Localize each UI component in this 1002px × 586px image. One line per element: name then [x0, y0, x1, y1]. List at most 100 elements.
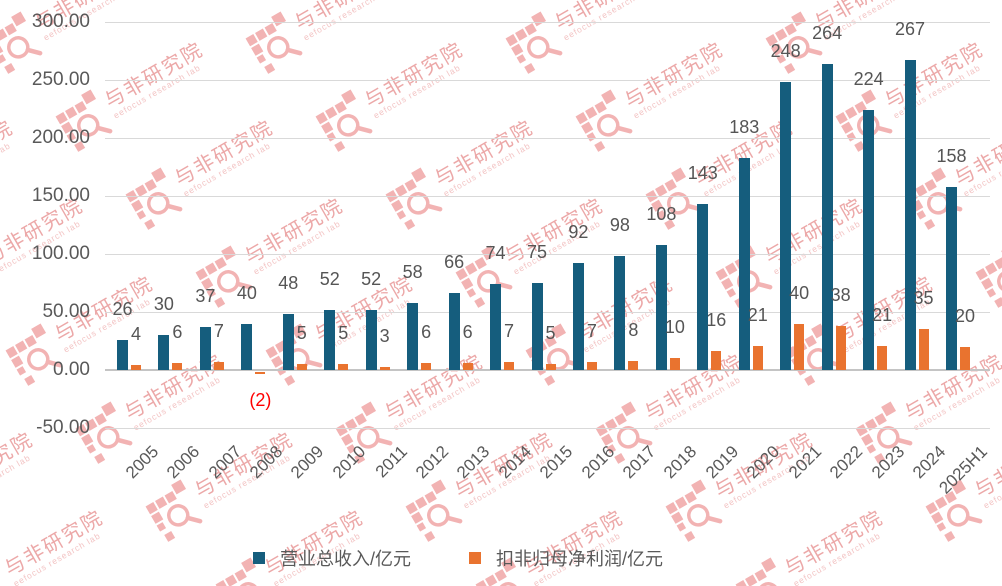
bar-profit-2018	[669, 358, 680, 370]
x-tick-2008: 2008	[246, 442, 287, 483]
gridline-0	[105, 369, 990, 371]
legend: 营业总收入/亿元 扣非归母净利润/亿元	[0, 545, 916, 571]
bar-label-revenue-2013: 66	[444, 252, 465, 273]
x-tick-2019: 2019	[702, 442, 743, 483]
bar-label-profit-2008: (2)	[249, 389, 272, 410]
gridline-300	[105, 22, 990, 23]
bar-revenue-2010	[324, 309, 336, 370]
watermark-subtext: eefocus research lab	[371, 62, 463, 121]
watermark-brand: 与非研究院	[0, 428, 38, 503]
bar-label-profit-2019: 16	[706, 310, 727, 331]
bar-revenue-2025H1	[946, 186, 957, 370]
bar-label-revenue-2008: 40	[236, 282, 257, 303]
bar-profit-2015	[545, 364, 556, 370]
watermark-brand: 与非研究院	[761, 194, 868, 269]
bar-label-revenue-2025H1: 158	[936, 145, 967, 166]
bar-label-profit-2020: 21	[747, 304, 768, 325]
legend-item-revenue: 营业总收入/亿元	[252, 545, 411, 571]
bar-revenue-2022	[821, 63, 833, 370]
x-tick-2018: 2018	[660, 442, 701, 483]
watermark-brand: 与非研究院	[241, 194, 348, 269]
gridline-100	[105, 254, 990, 255]
bar-label-profit-2024: 35	[913, 288, 934, 309]
bar-profit-2010	[338, 364, 349, 370]
watermark-subtext: eefocus research lab	[181, 140, 273, 199]
bar-label-profit-2014: 7	[504, 320, 515, 341]
gridline-150	[105, 196, 990, 197]
bar-revenue-2008	[241, 323, 253, 370]
bar-label-revenue-2012: 58	[402, 261, 423, 282]
bar-revenue-2024	[904, 60, 916, 370]
bar-label-profit-2023: 21	[872, 304, 893, 325]
bar-label-revenue-2020: 183	[729, 116, 760, 137]
eefocus-logo-icon	[975, 245, 1002, 308]
x-tick-2011: 2011	[371, 442, 411, 482]
bar-profit-2024	[918, 329, 929, 370]
bar-revenue-2011	[365, 309, 377, 370]
bar-label-revenue-2023: 224	[853, 69, 884, 90]
x-tick-2010: 2010	[328, 442, 370, 483]
watermark-brand: 与非研究院	[431, 116, 538, 191]
watermark-subtext: eefocus research lab	[441, 140, 533, 199]
bar-label-profit-2010: 5	[338, 323, 349, 344]
bar-profit-2011	[379, 366, 390, 370]
bar-revenue-2007	[199, 327, 211, 370]
eefocus-logo-icon	[145, 479, 203, 542]
watermark-brand: 与非研究院	[171, 116, 278, 191]
bar-profit-2023	[877, 345, 888, 370]
bar-label-profit-2022: 38	[830, 284, 851, 305]
bar-revenue-2017	[614, 256, 626, 370]
bar-label-profit-2016: 7	[586, 320, 597, 341]
watermark-brand: 与非研究院	[361, 38, 468, 113]
legend-label-profit: 扣非归母净利润/亿元	[496, 549, 664, 569]
x-tick-2022: 2022	[826, 442, 867, 483]
bar-label-revenue-2006: 30	[153, 294, 174, 315]
bar-revenue-2015	[531, 283, 543, 370]
bar-label-revenue-2010: 52	[319, 268, 340, 289]
bar-revenue-2019	[697, 204, 709, 370]
watermark-subtext: eefocus research lab	[111, 62, 203, 121]
watermark-subtext: eefocus research lab	[391, 374, 483, 433]
bar-label-profit-2015: 5	[545, 323, 556, 344]
bar-label-revenue-2014: 74	[485, 243, 506, 264]
bar-revenue-2023	[863, 110, 875, 370]
bar-label-revenue-2011: 52	[361, 268, 382, 289]
bar-profit-2020	[752, 345, 763, 370]
eefocus-logo-icon	[125, 167, 183, 230]
bar-revenue-2018	[655, 244, 667, 370]
profit-swatch-icon	[469, 552, 481, 564]
bar-profit-2016	[586, 361, 597, 370]
legend-item-profit: 扣非归母净利润/亿元	[469, 545, 663, 571]
bar-label-revenue-2022: 264	[812, 22, 843, 43]
bar-label-revenue-2024: 267	[895, 19, 926, 40]
y-tick--50: -50.00	[36, 417, 90, 438]
watermark-brand: 与非研究院	[621, 38, 728, 113]
bar-profit-2009	[296, 364, 307, 370]
bar-label-profit-2018: 10	[664, 317, 685, 338]
bar-revenue-2012	[407, 302, 419, 370]
gridline-200	[105, 138, 990, 139]
bar-label-profit-2025H1: 20	[954, 305, 976, 326]
bar-label-profit-2017: 8	[628, 319, 639, 340]
eefocus-logo-icon	[575, 89, 633, 152]
gridline-50	[105, 312, 990, 313]
bar-profit-2005	[131, 365, 141, 370]
eefocus-logo-icon	[665, 479, 723, 542]
watermark-subtext: eefocus research lab	[251, 218, 343, 277]
bar-revenue-2006	[158, 335, 170, 370]
bar-label-profit-2009: 5	[296, 323, 307, 344]
x-tick-2005: 2005	[121, 442, 162, 483]
x-tick-2007: 2007	[204, 442, 245, 483]
x-tick-2009: 2009	[287, 442, 328, 483]
